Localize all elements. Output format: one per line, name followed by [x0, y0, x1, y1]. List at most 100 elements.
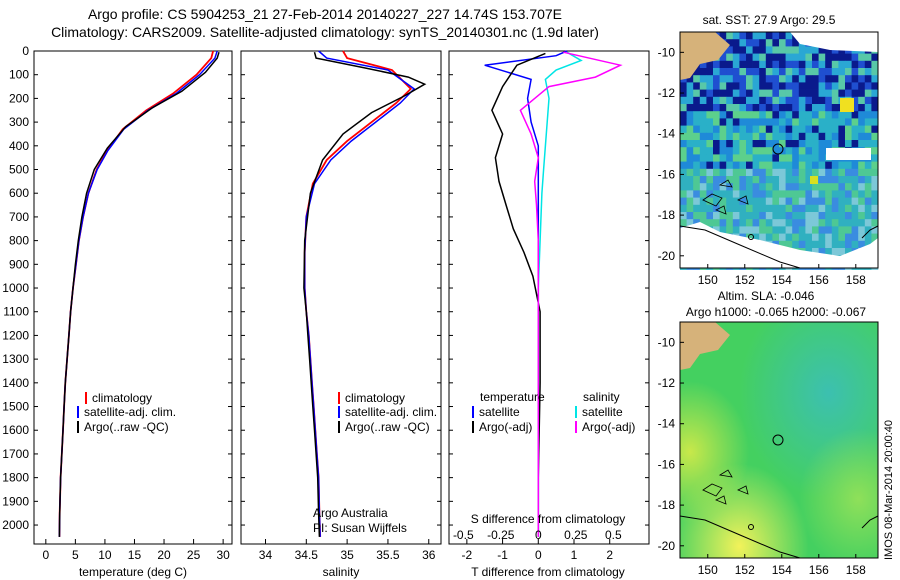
imos-timestamp: IMOS 08-Mar-2014 20:00:40 — [883, 419, 895, 560]
temperature-panel: 0 5 10 15 20 25 30 temperature (deg C) climato… — [33, 50, 233, 579]
depth-tick-label: 400 — [9, 139, 29, 153]
map-lat-tick: -14 — [658, 127, 676, 141]
salinity-legend-satellite: satellite-adj. clim. — [345, 405, 437, 419]
difference-series-1 — [491, 52, 546, 537]
x-tick-label: 2 — [606, 548, 613, 562]
x-tick-label: 1 — [571, 548, 578, 562]
salinity-xlabel: salinity — [323, 565, 360, 579]
depth-tick-label: 1400 — [2, 376, 29, 390]
map-lon-tick: 150 — [698, 273, 718, 287]
difference-legend-temperature-title: temperature — [480, 390, 545, 404]
sst-float-marker — [772, 143, 784, 155]
map-lon-tick: 158 — [846, 563, 866, 577]
salinity-note-argo-australia: Argo Australia — [313, 506, 388, 520]
depth-tick-label: 600 — [9, 186, 29, 200]
sla-reef-outlines — [702, 469, 749, 505]
temperature-axes — [33, 50, 233, 545]
salinity-series-2 — [303, 52, 427, 537]
temperature-legend: climatology satellite-adj. clim. Argo(..… — [77, 391, 176, 434]
x-tick-label: 10 — [98, 548, 112, 562]
sla-map-title-1: Altim. SLA: -0.046 — [718, 289, 815, 303]
difference-xlabel-bottom: T difference from climatology — [471, 565, 625, 579]
temperature-xlabel: temperature (deg C) — [79, 565, 187, 579]
x-tick-label: 15 — [128, 548, 142, 562]
sla-map-title-2: Argo h1000: -0.065 h2000: -0.067 — [686, 305, 866, 319]
x-tick-label: 34.5 — [295, 548, 319, 562]
sst-map: sat. SST: 27.9 Argo: 29.5 150 152 154 156 15… — [658, 13, 879, 287]
map-lat-tick: -20 — [658, 539, 676, 553]
temperature-series-1 — [58, 50, 218, 537]
x-tick-label: 35.5 — [376, 548, 400, 562]
map-lon-tick: 152 — [735, 563, 755, 577]
x-tick-label: 5 — [72, 548, 79, 562]
depth-tick-label: 500 — [9, 163, 29, 177]
x-tick-label: 20 — [157, 548, 171, 562]
sst-land-png — [680, 32, 730, 80]
x-tick-label: -2 — [462, 548, 473, 562]
depth-tick-label: 900 — [9, 257, 29, 271]
map-lat-tick: -12 — [658, 86, 676, 100]
difference-legend-t-satellite: satellite — [479, 405, 520, 419]
s-diff-tick-label: 0 — [535, 528, 542, 542]
sst-map-title: sat. SST: 27.9 Argo: 29.5 — [703, 13, 836, 27]
x-tick-label: 36 — [422, 548, 436, 562]
depth-tick-label: 1200 — [2, 328, 29, 342]
x-tick-label: 34 — [259, 548, 273, 562]
map-lat-tick: -10 — [658, 45, 676, 59]
map-lat-tick: -16 — [658, 457, 676, 471]
difference-xlabel-top: S difference from climatology — [471, 512, 626, 526]
map-lon-tick: 150 — [698, 563, 718, 577]
map-lat-tick: -10 — [658, 335, 676, 349]
depth-tick-label: 1700 — [2, 447, 29, 461]
depth-tick-label: 1000 — [2, 281, 29, 295]
salinity-note-pi: PI: Susan Wijffels — [313, 521, 407, 535]
sst-reef-outlines — [702, 179, 749, 215]
map-lat-tick: -18 — [658, 208, 676, 222]
difference-legend-salinity-title: salinity — [583, 390, 620, 404]
depth-tick-label: 200 — [9, 91, 29, 105]
map-lon-tick: 158 — [846, 273, 866, 287]
difference-series-3 — [519, 51, 623, 537]
salinity-legend-argo: Argo(..raw -QC) — [345, 420, 430, 434]
depth-tick-label: 1600 — [2, 423, 29, 437]
map-lat-tick: -12 — [658, 376, 676, 390]
temperature-legend-argo: Argo(..raw -QC) — [84, 420, 169, 434]
difference-legend-s-argo: Argo(-adj) — [582, 420, 635, 434]
depth-tick-label: 1900 — [2, 494, 29, 508]
salinity-series-1 — [303, 50, 416, 537]
temperature-series-0 — [58, 50, 214, 537]
depth-tick-label: 800 — [9, 234, 29, 248]
map-lon-tick: 152 — [735, 273, 755, 287]
salinity-panel: 34 34.5 35 35.5 36 salinity climatology sate… — [240, 50, 442, 579]
difference-legend-t-argo: Argo(-adj) — [479, 420, 532, 434]
salinity-axes — [240, 50, 442, 545]
map-lon-tick: 154 — [772, 273, 792, 287]
temperature-legend-satellite: satellite-adj. clim. — [84, 405, 176, 419]
difference-legend-s-satellite: satellite — [582, 405, 623, 419]
map-lon-tick: 156 — [809, 273, 829, 287]
depth-tick-label: 1300 — [2, 352, 29, 366]
x-tick-label: -1 — [497, 548, 508, 562]
x-tick-label: 35 — [340, 548, 354, 562]
map-lat-tick: -16 — [658, 167, 676, 181]
sla-float-marker — [772, 434, 784, 446]
depth-tick-label: 100 — [9, 68, 29, 82]
temperature-series-2 — [58, 51, 220, 537]
x-tick-label: 0 — [42, 548, 49, 562]
sla-map: Altim. SLA: -0.046 Argo h1000: -0.065 h2… — [658, 289, 879, 577]
x-tick-label: 0 — [535, 548, 542, 562]
sst-missing-south — [680, 222, 878, 268]
x-tick-label: 30 — [216, 548, 230, 562]
depth-tick-label: 0 — [22, 44, 29, 58]
figure-title-line-2: Climatology: CARS2009. Satellite-adjuste… — [51, 24, 599, 40]
map-lat-tick: -20 — [658, 249, 676, 263]
depth-tick-label: 1100 — [3, 305, 29, 319]
depth-tick-label: 700 — [9, 210, 29, 224]
s-diff-tick-label: 0.25 — [564, 528, 588, 542]
x-tick-label: 25 — [187, 548, 201, 562]
map-lat-tick: -18 — [658, 498, 676, 512]
difference-panel: -2 -1 0 1 2 T difference from climatology S … — [448, 50, 650, 579]
salinity-legend-climatology: climatology — [345, 391, 405, 405]
difference-series-2 — [537, 51, 583, 537]
